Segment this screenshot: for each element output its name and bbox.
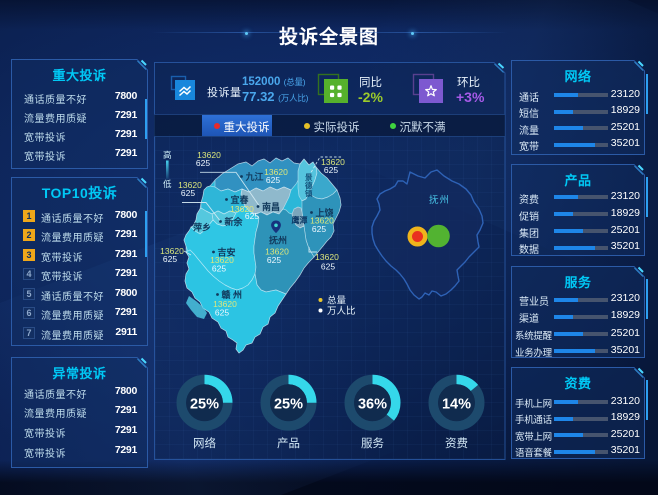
svg-text:上饶: 上饶	[316, 207, 334, 218]
svg-text:新余: 新余	[225, 216, 244, 227]
svg-text:高: 高	[163, 150, 172, 160]
svg-text:625: 625	[266, 175, 280, 185]
svg-text:景德镇: 景德镇	[305, 172, 313, 198]
svg-text:625: 625	[212, 264, 226, 274]
svg-text:625: 625	[324, 165, 338, 175]
svg-text:25%: 25%	[190, 397, 219, 413]
svg-text:13620: 13620	[213, 299, 237, 309]
svg-text:资费: 资费	[445, 437, 468, 450]
svg-text:九江: 九江	[245, 171, 264, 182]
svg-text:13620: 13620	[178, 180, 202, 190]
svg-text:13620: 13620	[310, 216, 334, 226]
svg-text:625: 625	[312, 224, 326, 234]
svg-text:鹰潭: 鹰潭	[292, 215, 308, 225]
svg-text:总量: 总量	[327, 295, 347, 307]
svg-text:13620: 13620	[230, 204, 254, 214]
svg-text:625: 625	[181, 188, 195, 198]
svg-text:萍乡: 萍乡	[193, 222, 211, 233]
svg-text:13620: 13620	[210, 255, 234, 265]
svg-text:13620: 13620	[197, 150, 221, 160]
svg-text:625: 625	[215, 308, 229, 318]
svg-text:13620: 13620	[321, 157, 345, 167]
svg-text:25%: 25%	[274, 397, 303, 413]
svg-text:625: 625	[163, 254, 177, 264]
svg-text:网络: 网络	[193, 436, 216, 450]
svg-text:13620: 13620	[315, 252, 339, 262]
svg-text:抚州: 抚州	[269, 235, 287, 246]
svg-text:625: 625	[321, 262, 335, 272]
svg-text:服务: 服务	[361, 436, 384, 450]
svg-text:低: 低	[163, 179, 172, 189]
svg-text:36%: 36%	[358, 397, 387, 413]
svg-text:产品: 产品	[277, 436, 300, 450]
svg-text:抚州: 抚州	[429, 194, 450, 206]
svg-text:14%: 14%	[442, 397, 471, 413]
svg-text:13620: 13620	[160, 246, 184, 256]
svg-text:625: 625	[245, 211, 259, 221]
svg-text:南昌: 南昌	[262, 201, 280, 212]
svg-text:625: 625	[267, 255, 281, 265]
svg-text:625: 625	[196, 158, 210, 168]
svg-text:13620: 13620	[264, 167, 288, 177]
svg-text:万人比: 万人比	[327, 305, 356, 317]
svg-text:赣 州: 赣 州	[222, 289, 243, 300]
svg-text:吉安: 吉安	[218, 247, 236, 258]
svg-text:13620: 13620	[265, 247, 289, 257]
svg-text:宜春: 宜春	[231, 194, 250, 205]
